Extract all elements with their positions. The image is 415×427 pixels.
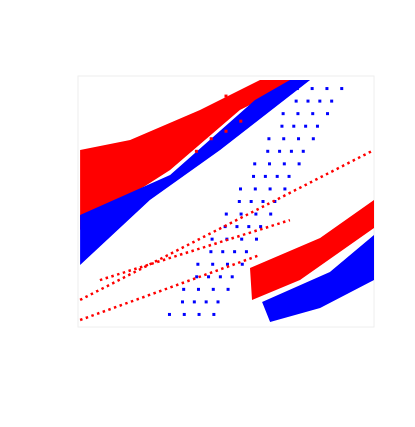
point xyxy=(278,150,281,153)
point xyxy=(283,187,286,190)
point xyxy=(182,288,185,291)
point xyxy=(238,200,241,203)
point xyxy=(197,288,200,291)
point xyxy=(311,87,314,90)
point xyxy=(225,213,228,216)
point xyxy=(183,313,186,316)
point xyxy=(316,125,319,128)
point xyxy=(205,300,208,303)
point xyxy=(245,250,248,253)
point xyxy=(195,150,198,153)
point xyxy=(181,300,184,303)
point xyxy=(225,130,228,133)
point xyxy=(262,200,265,203)
point xyxy=(211,263,214,266)
point xyxy=(250,200,253,203)
point xyxy=(210,137,213,140)
point xyxy=(212,313,215,316)
point xyxy=(283,162,286,165)
point xyxy=(207,275,210,278)
point xyxy=(288,175,291,178)
point xyxy=(254,187,257,190)
point xyxy=(180,145,183,148)
point xyxy=(254,213,257,216)
point xyxy=(318,100,321,103)
point xyxy=(282,137,285,140)
point xyxy=(225,95,228,98)
point xyxy=(233,250,236,253)
point xyxy=(255,238,258,241)
dotted-line xyxy=(100,220,290,280)
point xyxy=(280,125,283,128)
point xyxy=(311,112,314,115)
point xyxy=(267,137,270,140)
plot-frame xyxy=(78,76,374,327)
filled-region xyxy=(262,235,374,322)
point xyxy=(268,162,271,165)
point xyxy=(325,87,328,90)
point xyxy=(296,112,299,115)
point xyxy=(269,213,272,216)
point xyxy=(221,250,224,253)
point xyxy=(253,162,256,165)
point xyxy=(219,112,222,115)
point xyxy=(296,87,299,90)
plot-area xyxy=(80,80,374,322)
point xyxy=(330,100,333,103)
point xyxy=(295,100,298,103)
point xyxy=(304,125,307,128)
point xyxy=(312,137,315,140)
point xyxy=(233,105,236,108)
point xyxy=(239,187,242,190)
point xyxy=(326,112,329,115)
dotted-line xyxy=(80,150,374,300)
point xyxy=(217,300,220,303)
point xyxy=(292,125,295,128)
point xyxy=(195,275,198,278)
point xyxy=(193,300,196,303)
point xyxy=(211,238,214,241)
point xyxy=(227,288,230,291)
point xyxy=(302,150,305,153)
point xyxy=(269,187,272,190)
point xyxy=(235,225,238,228)
point xyxy=(260,90,263,93)
point xyxy=(240,238,243,241)
chart xyxy=(0,0,415,427)
point xyxy=(196,263,199,266)
point xyxy=(207,125,210,128)
point xyxy=(240,213,243,216)
point xyxy=(266,150,269,153)
point xyxy=(290,150,293,153)
point xyxy=(239,120,242,123)
point xyxy=(198,313,201,316)
point xyxy=(264,175,267,178)
point xyxy=(298,162,301,165)
point xyxy=(248,97,251,100)
point xyxy=(297,137,300,140)
point xyxy=(306,100,309,103)
point xyxy=(212,288,215,291)
point xyxy=(247,225,250,228)
point xyxy=(340,87,343,90)
filled-region xyxy=(80,80,310,265)
point xyxy=(276,175,279,178)
point xyxy=(209,250,212,253)
point xyxy=(282,112,285,115)
point xyxy=(259,225,262,228)
point xyxy=(241,263,244,266)
point xyxy=(219,275,222,278)
dotted-line xyxy=(80,255,260,320)
point xyxy=(231,275,234,278)
point xyxy=(252,175,255,178)
point xyxy=(168,313,171,316)
